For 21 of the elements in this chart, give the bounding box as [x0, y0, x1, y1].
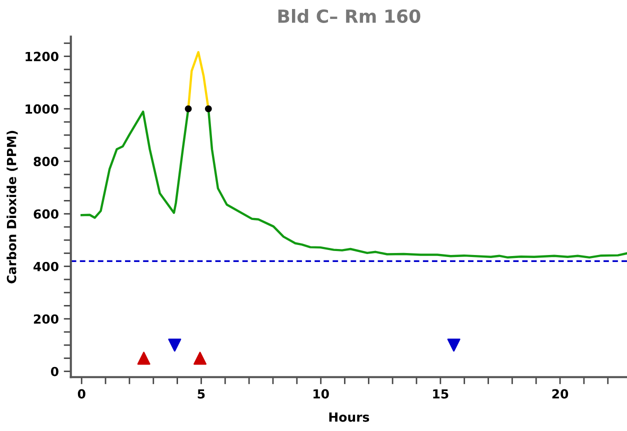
y-axis-title: Carbon Dioxide (PPM)	[6, 130, 18, 284]
x-axis-title: Hours	[329, 412, 370, 422]
y-tick-label: 400	[34, 262, 58, 272]
x-tick-label: 10	[314, 389, 329, 399]
point	[168, 338, 182, 352]
point	[204, 105, 212, 112]
y-tick-label: 0	[50, 366, 58, 376]
y-tick-label: 1000	[26, 104, 58, 114]
y-tick-label: 1200	[26, 52, 58, 62]
point	[137, 352, 150, 365]
point	[194, 352, 207, 365]
y-tick-label: 600	[34, 209, 58, 219]
y-tick-label: 200	[34, 314, 58, 324]
point	[447, 338, 460, 352]
point	[184, 105, 192, 112]
x-tick-label: 0	[78, 389, 86, 399]
y-tick-label: 800	[34, 156, 58, 166]
x-tick-label: 20	[552, 389, 568, 399]
x-tick-label: 15	[433, 389, 448, 399]
x-tick-label: 5	[198, 389, 205, 399]
chart-title: Bld C– Rm 160	[278, 9, 420, 24]
